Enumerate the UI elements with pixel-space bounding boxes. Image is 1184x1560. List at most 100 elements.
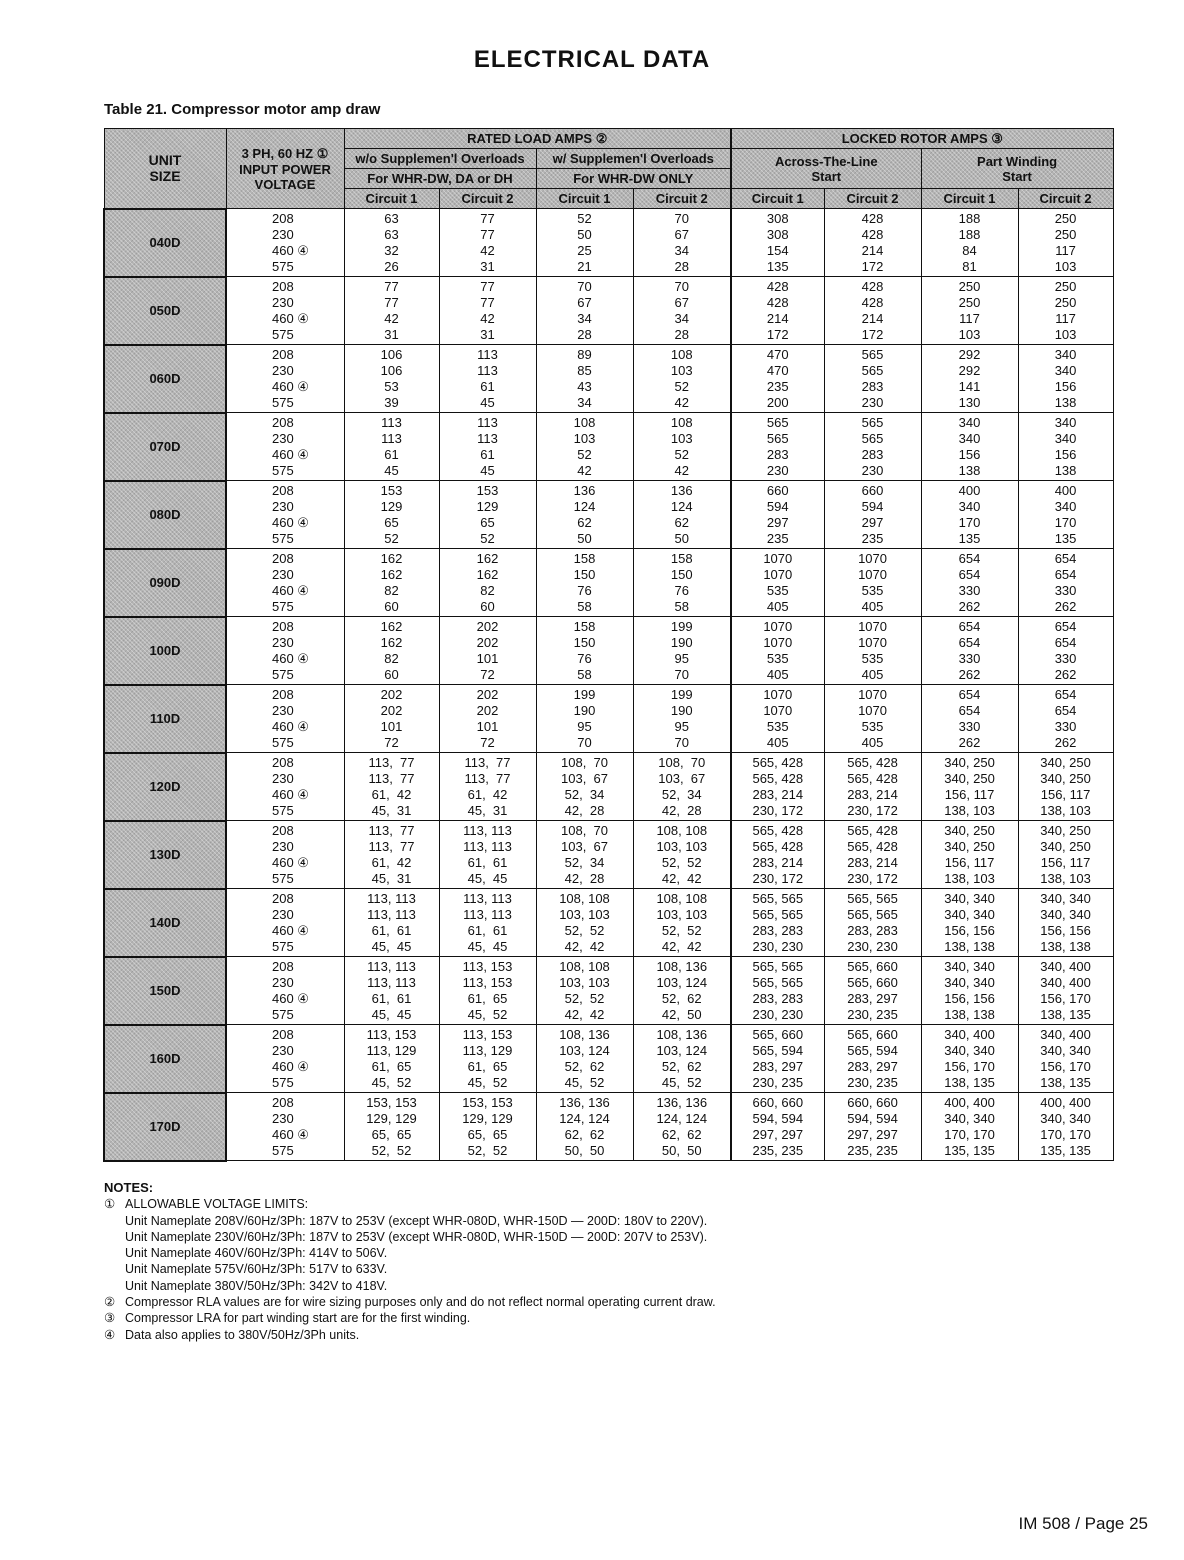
amp-value-cell: 428 428 214 172 (730, 276, 825, 345)
amp-value: 77 (480, 294, 495, 310)
unit-row-050D: 050D 208 230 460 ④ 575 77 77 42 31 77 77 42 31 70 67 34… (103, 275, 1114, 346)
amp-value-cell: 113, 153 113, 129 61, 65 45, 52 (343, 1024, 440, 1093)
amp-value-cell: 108, 136 103, 124 52, 62 42, 50 (632, 956, 732, 1025)
unit-size-cell: 130D (103, 819, 227, 890)
amp-value: 1070 (763, 550, 793, 566)
amp-value: 103, 103 (559, 906, 610, 922)
amp-value: 565, 594 (752, 1042, 804, 1058)
voltage-value: 230 (272, 838, 294, 854)
amp-value: 230, 172 (847, 870, 898, 886)
amp-value: 52, 62 (661, 990, 702, 1006)
amp-value: 42, 42 (564, 1006, 605, 1022)
amp-value: 156, 170 (1040, 1058, 1091, 1074)
amp-value-cell: 654 654 330 262 (1017, 548, 1114, 617)
amp-value-cell: 340 340 156 138 (1017, 344, 1114, 413)
voltage-value: 230 (272, 430, 294, 446)
amp-value: 156 (1054, 446, 1077, 462)
amp-value-cell: 565 565 283 230 (823, 344, 922, 413)
amp-value: 297, 297 (752, 1126, 804, 1142)
note-1: ① ALLOWABLE VOLTAGE LIMITS: (104, 1197, 309, 1212)
amp-value: 654 (1054, 566, 1077, 582)
amp-value: 61 (480, 446, 495, 462)
amp-value: 172 (766, 326, 789, 342)
voltage-value: 575 (272, 394, 294, 410)
amp-value: 340, 340 (944, 890, 995, 906)
amp-value: 153 (476, 482, 499, 498)
amp-value: 340 (1054, 346, 1077, 362)
amp-value: 594, 594 (752, 1110, 804, 1126)
amp-value-cell: 113, 113 113, 113 61, 61 45, 45 (343, 888, 440, 957)
amp-value: 190 (573, 702, 596, 718)
across-line-header: Across-The-Line Start (730, 148, 922, 189)
circuit-2-header: Circuit 2 (632, 188, 732, 209)
amp-value: 138, 135 (1040, 1074, 1091, 1090)
unit-row-160D: 160D 208 230 460 ④ 575 113, 153 113, 129 61, 65… (103, 1023, 1114, 1094)
amp-value: 113, 113 (463, 838, 512, 854)
amp-value-cell: 108 103 52 42 (632, 412, 732, 481)
amp-value: 230, 235 (847, 1006, 898, 1022)
amp-value: 660 (766, 482, 789, 498)
amp-value: 250 (1054, 210, 1077, 226)
amp-value: 283 (766, 446, 789, 462)
amp-value: 108, 108 (559, 890, 610, 906)
amp-value: 156, 117 (944, 786, 995, 802)
amp-value: 330 (958, 718, 981, 734)
amp-value: 113, 113 (367, 974, 416, 990)
amp-value: 428 (861, 294, 884, 310)
amp-value-cell: 70 67 34 28 (632, 208, 732, 277)
amp-value: 34 (674, 310, 689, 326)
amp-value: 42 (480, 242, 495, 258)
amp-value: 135 (1054, 530, 1077, 546)
amp-value: 565, 428 (847, 838, 898, 854)
amp-value: 45, 45 (467, 870, 508, 886)
amp-value: 250 (958, 278, 981, 294)
amp-value: 340 (1054, 362, 1077, 378)
amp-value-cell: 63 63 32 26 (343, 208, 440, 277)
amp-value: 61, 65 (371, 1058, 412, 1074)
amp-value-cell: 654 654 330 262 (920, 548, 1019, 617)
amp-value: 340 (958, 414, 981, 430)
voltage-cell: 208 230 460 ④ 575 (225, 616, 345, 685)
voltage-value: 460 ④ (272, 1058, 309, 1074)
amp-value: 129 (380, 498, 403, 514)
voltage-value: 460 ④ (272, 582, 309, 598)
amp-value: 42, 28 (564, 870, 605, 886)
amp-value: 101 (476, 718, 499, 734)
amp-value: 45 (384, 462, 399, 478)
amp-value: 42, 50 (661, 1006, 702, 1022)
amp-value: 158 (573, 550, 596, 566)
voltage-value: 575 (272, 1006, 294, 1022)
amp-value-cell: 660 594 297 235 (730, 480, 825, 549)
amp-value-cell: 113, 113 113, 113 61, 61 45, 45 (343, 956, 440, 1025)
amp-value-cell: 565, 660 565, 660 283, 297 230, 235 (823, 956, 922, 1025)
amp-value-cell: 153 129 65 52 (343, 480, 440, 549)
amp-value-cell: 106 106 53 39 (343, 344, 440, 413)
amp-value: 108, 136 (656, 1026, 708, 1042)
amp-value-cell: 1070 1070 535 405 (730, 548, 825, 617)
amp-value: 250 (1054, 294, 1077, 310)
amp-value: 65, 65 (467, 1126, 508, 1142)
amp-value-cell: 340 340 156 138 (920, 412, 1019, 481)
voltage-value: 460 ④ (272, 446, 309, 462)
amp-value-cell: 77 77 42 31 (343, 276, 440, 345)
amp-value: 156, 170 (944, 1058, 995, 1074)
amp-value: 405 (766, 598, 789, 614)
amp-value-cell: 400, 400 340, 340 170, 170 135, 135 (920, 1092, 1019, 1161)
unit-row-150D: 150D 208 230 460 ④ 575 113, 113 113, 113 61, 61… (103, 955, 1114, 1026)
amp-value-cell: 162 162 82 60 (343, 616, 440, 685)
amp-value-cell: 1070 1070 535 405 (823, 548, 922, 617)
amp-value: 170, 170 (1040, 1126, 1091, 1142)
amp-value: 61, 61 (467, 922, 508, 938)
voltage-value: 230 (272, 362, 294, 378)
amp-value: 82 (480, 582, 495, 598)
amp-value: 61, 42 (371, 786, 412, 802)
voltage-cell: 208 230 460 ④ 575 (225, 480, 345, 549)
unit-size-cell: 140D (103, 887, 227, 958)
amp-value: 31 (384, 326, 399, 342)
amp-value: 235, 235 (752, 1142, 804, 1158)
amp-value: 138, 103 (944, 802, 995, 818)
amp-value: 113, 113 (367, 890, 416, 906)
amp-value: 95 (577, 718, 592, 734)
amp-value: 565, 660 (847, 958, 898, 974)
amp-value: 113, 113 (367, 958, 416, 974)
